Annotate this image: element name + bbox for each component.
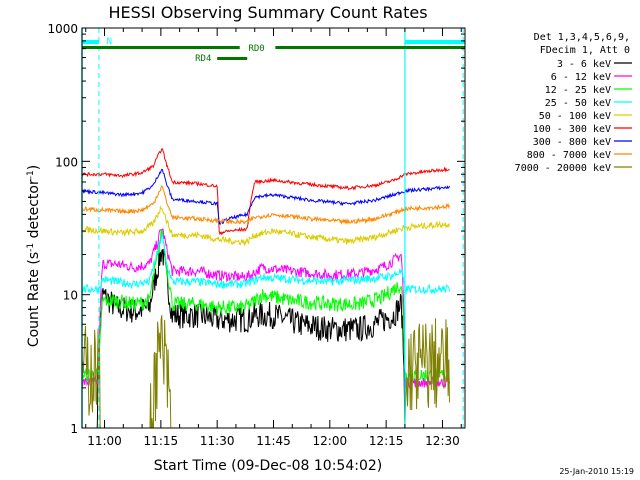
flag-bar-rd0-left bbox=[82, 46, 240, 49]
x-tick-label-4: 12:00 bbox=[313, 434, 348, 448]
x-axis-label: Start Time (09-Dec-08 10:54:02) bbox=[154, 458, 382, 474]
legend-label-2: 12 - 25 keV bbox=[545, 85, 611, 96]
chart-title: HESSI Observing Summary Count Rates bbox=[108, 3, 427, 22]
y-tick-label-3: 1000 bbox=[47, 22, 78, 36]
legend: Det 1,3,4,5,6,9, FDecim 1, Att 0 3 - 6 keV… bbox=[515, 32, 632, 174]
series-line-5 bbox=[82, 148, 450, 236]
legend-label-6: 300 - 800 keV bbox=[533, 137, 611, 148]
x-tick-label-3: 11:45 bbox=[256, 434, 291, 448]
flag-bar-rd0-right bbox=[275, 46, 465, 49]
y-axis-label-sup2: -1 bbox=[26, 170, 36, 179]
series-line-2 bbox=[82, 228, 450, 384]
y-axis-label-part3: ) bbox=[26, 165, 42, 170]
y-tick-label-2: 100 bbox=[55, 155, 78, 169]
flag-label-rd0: RD0 bbox=[248, 44, 264, 54]
legend-label-4: 50 - 100 keV bbox=[539, 111, 611, 122]
legend-label-5: 100 - 300 keV bbox=[533, 124, 611, 135]
y-axis-label-sup1: -1 bbox=[26, 243, 36, 252]
legend-label-0: 3 - 6 keV bbox=[557, 59, 611, 70]
x-tick-label-0: 11:00 bbox=[87, 434, 122, 448]
flag-bar-rd4 bbox=[217, 57, 248, 60]
y-axis-label: Count Rate (s-1 detector-1) bbox=[26, 165, 42, 347]
series-line-1 bbox=[82, 228, 450, 390]
x-tick-label-1: 11:15 bbox=[144, 434, 179, 448]
series-line-3 bbox=[82, 233, 450, 295]
legend-header-0: Det 1,3,4,5,6,9, bbox=[534, 32, 630, 43]
x-tick-label-5: 12:15 bbox=[369, 434, 404, 448]
legend-header-1: FDecim 1, Att 0 bbox=[540, 45, 630, 56]
y-tick-label-0: 1 bbox=[70, 422, 78, 436]
timestamp: 25-Jan-2010 15:19 bbox=[559, 467, 634, 476]
legend-label-8: 7000 - 20000 keV bbox=[515, 163, 611, 174]
series-line-8 bbox=[82, 315, 450, 428]
x-tick-label-6: 12:30 bbox=[425, 434, 460, 448]
flag-label-n: N bbox=[107, 37, 112, 47]
series-line-6 bbox=[82, 168, 450, 226]
flag-bar-n-left bbox=[82, 40, 99, 44]
flag-bar-n-right bbox=[404, 40, 465, 44]
legend-label-1: 6 - 12 keV bbox=[551, 72, 611, 83]
legend-label-7: 800 - 7000 keV bbox=[527, 150, 611, 161]
legend-label-3: 25 - 50 keV bbox=[545, 98, 611, 109]
y-axis-label-part1: Count Rate (s bbox=[26, 252, 42, 347]
y-tick-label-1: 10 bbox=[63, 289, 78, 303]
y-axis-label-part2: detector bbox=[26, 179, 42, 243]
plot-area: N RD0 RD4 1 10 100 1000 11:00 11:15 11:30 11:45 12:… bbox=[47, 22, 466, 448]
flag-label-rd4: RD4 bbox=[195, 54, 211, 64]
series-line-4 bbox=[82, 205, 450, 247]
x-tick-label-2: 11:30 bbox=[200, 434, 235, 448]
series-line-7 bbox=[82, 185, 450, 226]
